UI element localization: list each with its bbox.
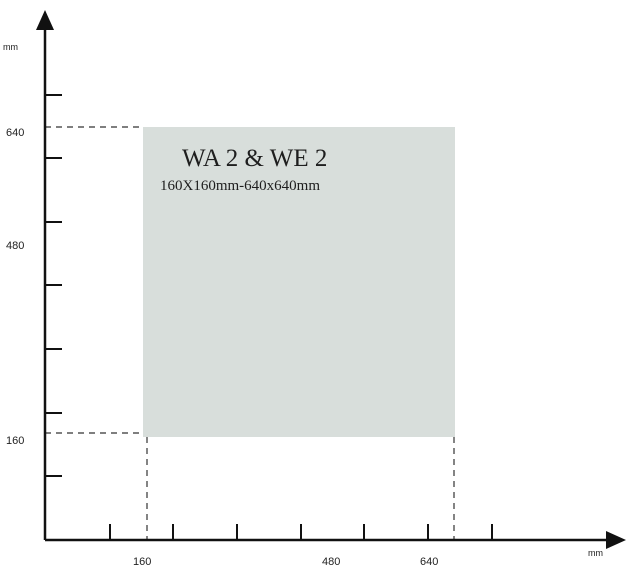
y-tick-label-480: 480 <box>6 240 24 252</box>
y-tick-label-640: 640 <box>6 127 24 139</box>
x-axis-arrow <box>606 531 626 549</box>
y-axis-unit: mm <box>3 42 18 52</box>
x-tick-label-480: 480 <box>322 556 340 568</box>
zone-title: WA 2 & WE 2 <box>182 145 327 172</box>
y-axis-arrow <box>36 10 54 30</box>
zone-subtitle: 160X160mm-640x640mm <box>160 178 320 194</box>
x-tick-label-640: 640 <box>420 556 438 568</box>
y-tick-label-160: 160 <box>6 435 24 447</box>
x-tick-label-160: 160 <box>133 556 151 568</box>
size-range-area <box>143 127 455 437</box>
x-axis-unit: mm <box>588 548 603 558</box>
